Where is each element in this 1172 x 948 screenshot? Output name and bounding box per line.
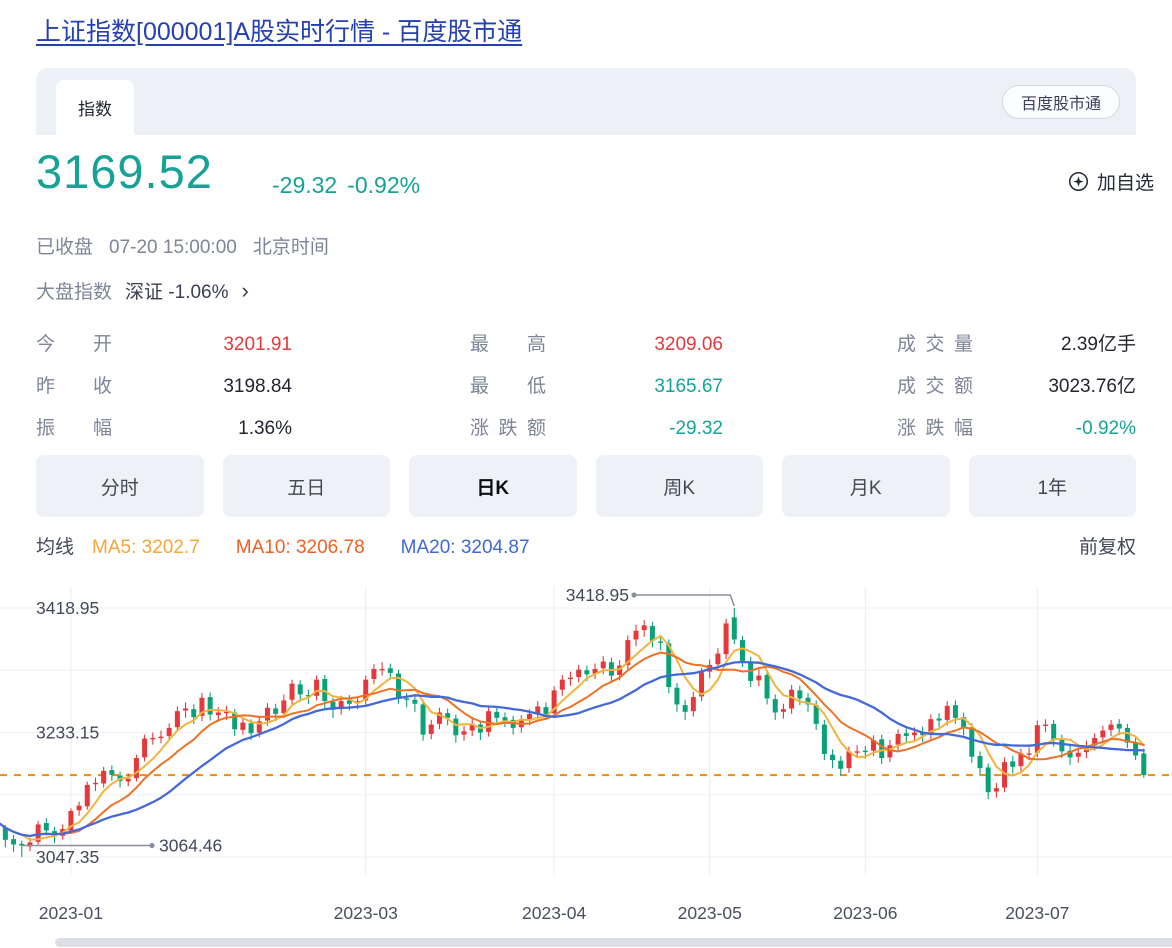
add-circle-icon	[1068, 171, 1089, 192]
stat-label: 最低	[470, 376, 546, 397]
period-tab-五日[interactable]: 五日	[222, 455, 390, 517]
change-percent: -0.92%	[347, 172, 421, 198]
stat-label: 成交额	[897, 376, 973, 397]
price-change: -29.32 -0.92%	[272, 172, 430, 199]
stat-row: 涨跌额 -29.32	[470, 408, 723, 450]
adjust-mode-button[interactable]: 前复权	[1078, 537, 1136, 558]
stat-value: 1.36%	[238, 418, 292, 439]
quote-datetime: 07-20 15:00:00	[109, 237, 237, 258]
period-tab-周K[interactable]: 周K	[595, 455, 763, 517]
stat-value: 2.39亿手	[1061, 334, 1136, 355]
stat-label: 涨跌幅	[897, 418, 973, 439]
current-price: 3169.52	[36, 145, 213, 198]
ma-items: MA5: 3202.7 MA10: 3206.78 MA20: 3204.87	[92, 537, 566, 559]
add-watchlist-button[interactable]: 加自选	[1068, 168, 1154, 195]
brand-badge-button[interactable]: 百度股市通	[1001, 85, 1120, 119]
x-axis-tick-label: 2023-06	[833, 903, 898, 923]
svg-text:3047.35: 3047.35	[36, 847, 99, 867]
x-axis-labels: 2023-01 2023-03 2023-04 2023-05 2023-06 2023-…	[0, 903, 1172, 927]
svg-text:3418.95: 3418.95	[566, 585, 629, 605]
period-tabs: 分时 五日 日K 周K 月K 1年	[36, 455, 1136, 517]
indices-label: 大盘指数	[36, 282, 113, 303]
stat-value: 3209.06	[654, 334, 723, 355]
stats-column: 今开 3201.91 昨收 3198.84 振幅 1.36%	[36, 324, 292, 450]
stat-row: 今开 3201.91	[36, 324, 292, 366]
market-status: 已收盘	[36, 237, 94, 258]
market-status-row: 已收盘 07-20 15:00:00 北京时间	[36, 232, 345, 259]
period-tab-月K[interactable]: 月K	[782, 455, 950, 517]
period-tab-分时[interactable]: 分时	[36, 455, 204, 517]
tab-strip: 指数 百度股市通	[36, 68, 1136, 135]
x-axis-tick-label: 2023-05	[677, 903, 742, 923]
stat-row: 振幅 1.36%	[36, 408, 292, 450]
ma-legend: 均线 MA5: 3202.7 MA10: 3206.78 MA20: 3204.87…	[36, 532, 1136, 559]
kline-chart[interactable]: 3418.95 3064.46 3418.95 3233.15 3047.35	[0, 575, 1172, 895]
stat-value: 3201.91	[223, 334, 292, 355]
svg-text:3064.46: 3064.46	[159, 836, 222, 856]
ma-legend-item: MA5: 3202.7	[92, 537, 200, 558]
period-tab-1年[interactable]: 1年	[968, 455, 1136, 517]
stat-label: 涨跌额	[470, 418, 546, 439]
change-amount: -29.32	[272, 172, 338, 198]
ma-legend-item: MA20: 3204.87	[400, 537, 530, 558]
indices-value: 深证 -1.06%	[125, 282, 229, 303]
x-axis-tick-label: 2023-07	[1005, 903, 1070, 923]
x-axis-tick-label: 2023-04	[521, 903, 587, 923]
page-title-link[interactable]: 上证指数[000001]A股实时行情 - 百度股市通	[36, 18, 523, 46]
stat-row: 昨收 3198.84	[36, 366, 292, 408]
ma-legend-item: MA10: 3206.78	[235, 537, 365, 558]
timezone-label: 北京时间	[252, 237, 329, 258]
horizontal-scrollbar[interactable]	[55, 938, 1172, 947]
ma-legend-title: 均线	[36, 537, 75, 558]
stat-label: 振幅	[36, 418, 112, 439]
stat-value: -0.92%	[1075, 418, 1136, 439]
stat-label: 昨收	[36, 376, 112, 397]
stats-column: 最高 3209.06 最低 3165.67 涨跌额 -29.32	[470, 324, 723, 450]
period-tab-日K[interactable]: 日K	[409, 455, 577, 517]
stat-value: 3198.84	[223, 376, 292, 397]
stat-label: 今开	[36, 334, 112, 355]
chevron-right-icon: ›	[241, 278, 249, 303]
market-indices-link[interactable]: 大盘指数 深证 -1.06% ›	[36, 277, 249, 304]
stat-label: 最高	[470, 334, 546, 355]
stat-value: 3165.67	[654, 376, 723, 397]
stat-label: 成交量	[897, 334, 973, 355]
tab-index[interactable]: 指数	[56, 80, 134, 135]
x-axis-tick-label: 2023-03	[333, 903, 398, 923]
stat-row: 成交量 2.39亿手	[897, 324, 1136, 366]
add-watchlist-label: 加自选	[1096, 173, 1154, 194]
stat-row: 最高 3209.06	[470, 324, 723, 366]
stat-row: 涨跌幅 -0.92%	[897, 408, 1136, 450]
svg-text:3233.15: 3233.15	[36, 723, 99, 743]
stat-row: 成交额 3023.76亿	[897, 366, 1136, 408]
stat-value: 3023.76亿	[1048, 376, 1136, 397]
x-axis-tick-label: 2023-01	[38, 903, 104, 923]
stat-row: 最低 3165.67	[470, 366, 723, 408]
stats-column: 成交量 2.39亿手成交额 3023.76亿涨跌幅 -0.92%	[897, 324, 1136, 450]
svg-text:3418.95: 3418.95	[36, 598, 99, 618]
stat-value: -29.32	[669, 418, 723, 439]
